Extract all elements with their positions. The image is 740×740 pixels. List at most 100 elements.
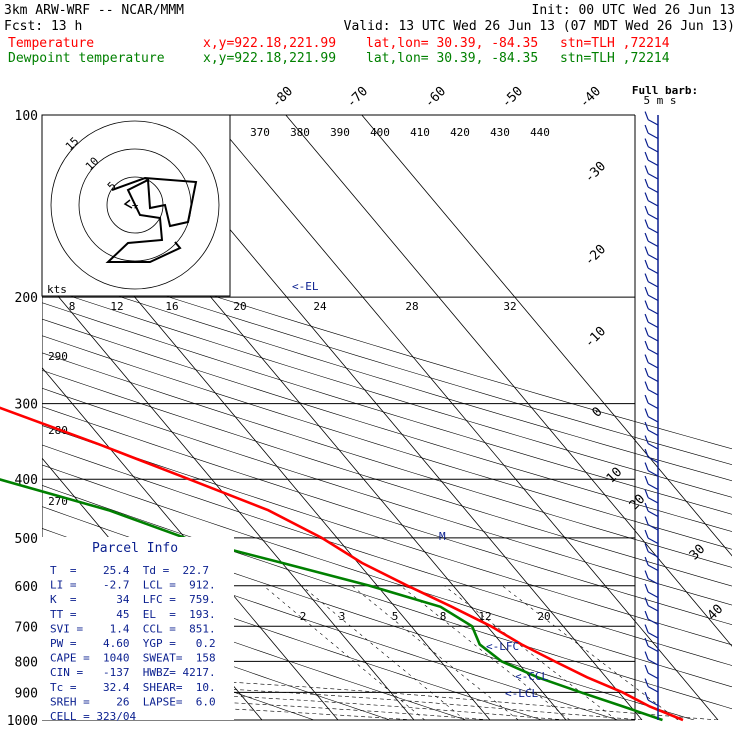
theta-label: 370 <box>250 126 270 139</box>
wind-barb-feather <box>644 462 649 471</box>
wind-barb <box>647 213 659 221</box>
wind-barb <box>647 294 659 302</box>
theta-left-label: 290 <box>48 350 68 363</box>
dry-adiabat-line <box>42 286 732 498</box>
pressure-tick-label: 1000 <box>7 714 38 729</box>
wind-barb <box>647 132 659 140</box>
wind-barb-feather <box>644 178 649 188</box>
legend-temperature: Temperature <box>8 36 94 51</box>
dry-adiabat-line <box>42 270 732 482</box>
wind-barb <box>647 443 659 450</box>
level-annotations: <-LFC <-CCL <-LCL <-EL M <box>292 280 548 700</box>
dry-adiabat-line <box>42 573 467 720</box>
wind-barb-feather <box>644 421 649 431</box>
wind-barb-feather <box>644 556 649 566</box>
wind-barb <box>647 362 659 369</box>
wind-barb <box>647 429 659 437</box>
wind-barb-feather <box>644 327 649 336</box>
wind-barb-feather <box>644 516 649 525</box>
dry-adiabat-line <box>42 425 732 646</box>
isotherm-line <box>285 115 732 647</box>
wind-barb <box>647 605 659 612</box>
wind-barb-feather <box>644 340 649 350</box>
wind-barb <box>647 375 659 383</box>
mixing-ratio-label: 2 <box>300 610 307 623</box>
wind-barb <box>647 146 659 153</box>
wind-barb <box>647 551 659 558</box>
mixing-ratio-line <box>263 585 425 720</box>
wind-barb-feather <box>644 192 649 201</box>
dewpoint-series-line <box>0 478 663 722</box>
pressure-tick-label: 500 <box>15 532 38 547</box>
level-annotation: <-CCL <box>515 670 548 683</box>
parcel-info-row: PW = 4.60 YGP = 0.2 <box>50 637 216 650</box>
wind-barb <box>647 470 659 477</box>
pressure-tick-label: 200 <box>15 291 38 306</box>
dry-adiabat-line <box>42 387 732 606</box>
wind-barb <box>647 618 659 626</box>
isotherm-top-label: -70 <box>344 84 371 111</box>
theta-label: 430 <box>490 126 510 139</box>
wind-barb <box>647 416 659 423</box>
wind-barb-feather <box>644 367 649 377</box>
parcel-info-row: SVI = 1.4 CCL = 851. <box>50 622 216 635</box>
pressure-tick-label: 900 <box>15 686 38 701</box>
parcel-info-row: CIN = -137 HWBZ= 4217. <box>50 666 216 679</box>
dry-adiabat-line <box>42 255 732 465</box>
level-annotation: <-EL <box>292 280 319 293</box>
isotherm-line <box>209 115 719 720</box>
wind-barb <box>647 267 659 275</box>
wind-barb <box>647 173 659 180</box>
wind-barb <box>647 200 659 207</box>
hodograph-inset: 15 10 5 + kts <box>41 114 231 297</box>
mixing-ratio-label: 20 <box>537 610 550 623</box>
wind-barb <box>647 335 659 342</box>
wind-barb <box>647 240 659 248</box>
parcel-info-row: Tc = 32.4 SHEAR= 10. <box>50 681 216 694</box>
dry-adiabat-line <box>42 302 732 515</box>
wind-barb <box>647 159 659 167</box>
wind-barb <box>647 591 659 599</box>
wind-barb-feather <box>644 354 649 363</box>
wind-barb-feather <box>644 691 649 701</box>
isotherm-right-label: -30 <box>582 159 609 186</box>
hodo-kts-label: kts <box>47 283 67 296</box>
wind-barb <box>647 348 659 356</box>
parcel-marker: M <box>439 530 446 543</box>
level-annotation: <-LFC <box>486 640 519 653</box>
parcel-panel-bg <box>42 537 234 720</box>
dry-adiabat-line <box>42 335 732 550</box>
mixing-ratio-line <box>444 585 617 720</box>
mixing-ratio-label: 8 <box>440 610 447 623</box>
isotherm-line <box>361 115 732 557</box>
wind-barb-profile <box>644 111 659 720</box>
grid-layer <box>42 115 732 720</box>
isotherm-right-label: 30 <box>687 542 709 564</box>
wind-barb <box>647 699 659 707</box>
wind-barb-feather <box>644 570 649 579</box>
wind-barb <box>647 510 659 518</box>
level-annotation: <-LCL <box>505 687 538 700</box>
wind-barb <box>647 686 659 693</box>
wind-barb <box>647 632 659 639</box>
parcel-info-row: SREH = 26 LAPSE= 6.0 <box>50 695 216 708</box>
wind-barb <box>647 227 659 234</box>
theta-label: 420 <box>450 126 470 139</box>
pressure-tick-label: 700 <box>15 620 38 635</box>
init-time: Init: 00 UTC Wed 26 Jun 13 <box>532 3 736 18</box>
isotherm-top-label: -40 <box>577 84 604 111</box>
dry-adiabat-line <box>42 597 391 720</box>
legend-dew-xy: x,y=922.18,221.99 <box>203 51 336 66</box>
dry-adiabat-line <box>42 464 732 688</box>
isotherm-line <box>42 276 415 720</box>
wind-barb-feather <box>644 286 649 296</box>
wind-barb <box>647 645 659 653</box>
isotherm-line <box>42 366 339 720</box>
dry-adiabat-line <box>42 369 732 587</box>
wind-barb-feather <box>644 597 649 606</box>
mixing-ratio-label: 12 <box>478 610 491 623</box>
wind-barb <box>647 402 659 410</box>
wind-barb <box>647 389 659 396</box>
hodo-axis-label: 8 <box>69 300 76 313</box>
isotherm-top-label: -80 <box>269 84 296 111</box>
